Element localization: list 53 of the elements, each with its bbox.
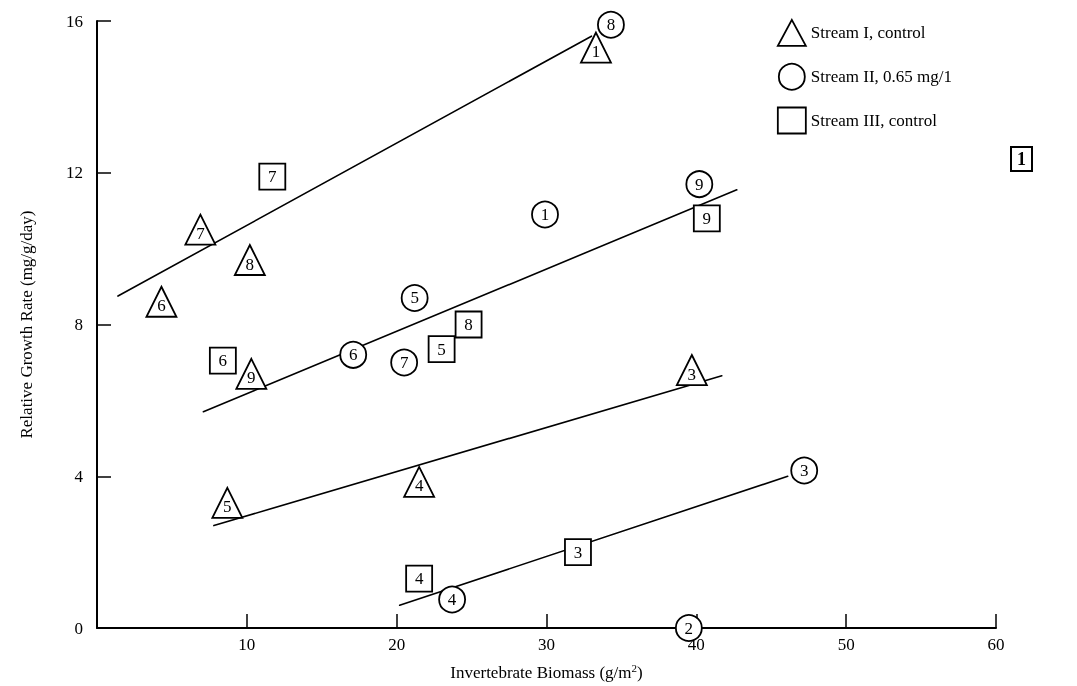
point	[390, 348, 419, 377]
annotation: 7	[399, 352, 409, 372]
annotation: 4	[414, 569, 424, 589]
x-tick-label: 60	[987, 635, 1005, 654]
annotation: 8	[606, 15, 616, 35]
legend-label: Stream III, control	[810, 111, 938, 130]
point	[403, 466, 436, 498]
point	[427, 335, 456, 364]
x-tick-label: 40	[687, 635, 705, 654]
annotation: 6	[218, 351, 228, 371]
annotation: 5	[223, 497, 232, 517]
annotation: 3	[687, 364, 697, 384]
y-tick-label: 12	[66, 163, 83, 183]
annotation: 2	[684, 618, 694, 638]
annotation: 9	[695, 174, 704, 194]
annotation: 4	[447, 590, 457, 610]
boxed-number: 1	[1010, 146, 1033, 172]
point	[145, 285, 178, 318]
annotation: 1	[540, 204, 550, 224]
annotation: 7	[196, 224, 206, 244]
point	[211, 486, 244, 519]
annotation: 6	[157, 296, 166, 316]
annotation: 8	[464, 315, 473, 334]
x-tick-label: 20	[388, 635, 406, 654]
annotation: 5	[437, 339, 446, 359]
annotation: 3	[799, 461, 809, 481]
annotation: 1	[591, 42, 601, 62]
point	[675, 354, 708, 386]
annotation: 9	[247, 368, 256, 388]
legend-label: Stream I, control	[810, 23, 926, 43]
y-tick-label: 8	[74, 315, 83, 334]
point	[233, 244, 266, 276]
point	[790, 456, 819, 485]
y-tick-label: 0	[74, 618, 83, 638]
point	[184, 213, 217, 246]
legend-label: Stream II, 0.65 mg/1	[810, 67, 952, 87]
annotation: 6	[348, 345, 358, 365]
y-tick-label: 4	[74, 466, 84, 486]
point	[580, 31, 612, 64]
x-tick-label: 10	[238, 635, 256, 654]
point	[531, 200, 559, 229]
annotation: 8	[245, 254, 255, 274]
x-tick-label: 30	[538, 635, 555, 654]
point	[258, 162, 287, 191]
y-tick-label: 16	[66, 11, 83, 31]
annotation: 3	[573, 542, 583, 562]
annotation: 9	[702, 208, 712, 228]
annotation: 4	[414, 476, 424, 496]
y-axis-title: Relative Growth Rate (mg/g/day)	[17, 210, 36, 439]
annotation: 7	[268, 167, 278, 187]
point	[235, 357, 268, 390]
annotation: 5	[410, 288, 419, 308]
x-tick-label: 50	[837, 635, 855, 654]
